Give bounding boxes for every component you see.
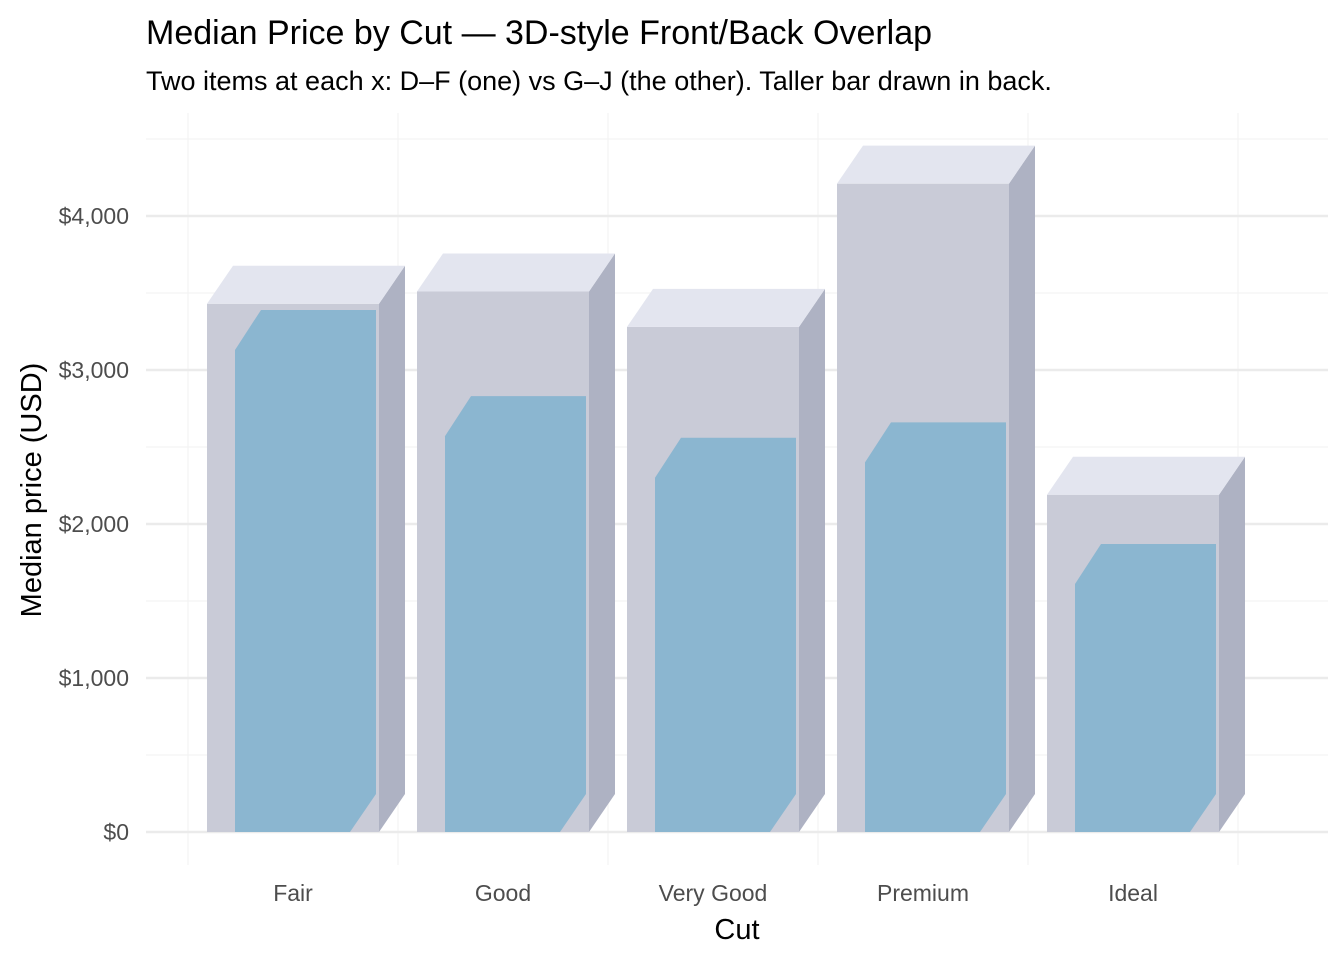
y-tick-label: $0 bbox=[103, 819, 129, 845]
x-tick-label: Ideal bbox=[1108, 880, 1158, 906]
front-bar bbox=[445, 396, 586, 832]
front-bar bbox=[235, 309, 376, 832]
chart-title: Median Price by Cut — 3D-style Front/Bac… bbox=[146, 14, 932, 52]
x-axis-title: Cut bbox=[714, 914, 759, 946]
back-bar-top bbox=[1047, 456, 1245, 495]
y-tick-label: $3,000 bbox=[59, 357, 129, 383]
front-bar bbox=[655, 437, 796, 832]
back-bar-top bbox=[207, 265, 405, 304]
x-tick-label: Good bbox=[475, 880, 531, 906]
chart-subtitle: Two items at each x: D–F (one) vs G–J (t… bbox=[146, 66, 1052, 96]
back-bar-side bbox=[1009, 145, 1035, 832]
y-axis-title: Median price (USD) bbox=[16, 363, 48, 618]
back-bar-side bbox=[1219, 456, 1245, 832]
y-tick-label: $4,000 bbox=[59, 203, 129, 229]
y-tick-label: $1,000 bbox=[59, 665, 129, 691]
bars-layer bbox=[207, 145, 1245, 833]
x-tick-label: Premium bbox=[877, 880, 969, 906]
back-bar-side bbox=[799, 288, 825, 832]
back-bar-top bbox=[417, 253, 615, 292]
front-bar bbox=[1075, 544, 1216, 832]
x-tick-label: Very Good bbox=[659, 880, 768, 906]
back-bar-side bbox=[379, 265, 405, 832]
back-bar-top bbox=[837, 145, 1035, 184]
y-tick-label: $2,000 bbox=[59, 511, 129, 537]
x-tick-label: Fair bbox=[273, 880, 313, 906]
front-bar bbox=[865, 422, 1006, 832]
axis-layer: $0 $1,000 $2,000 $3,000 $4,000 Fair Good Very G… bbox=[59, 203, 1158, 906]
back-bar-side bbox=[589, 253, 615, 832]
back-bar-top bbox=[627, 288, 825, 327]
